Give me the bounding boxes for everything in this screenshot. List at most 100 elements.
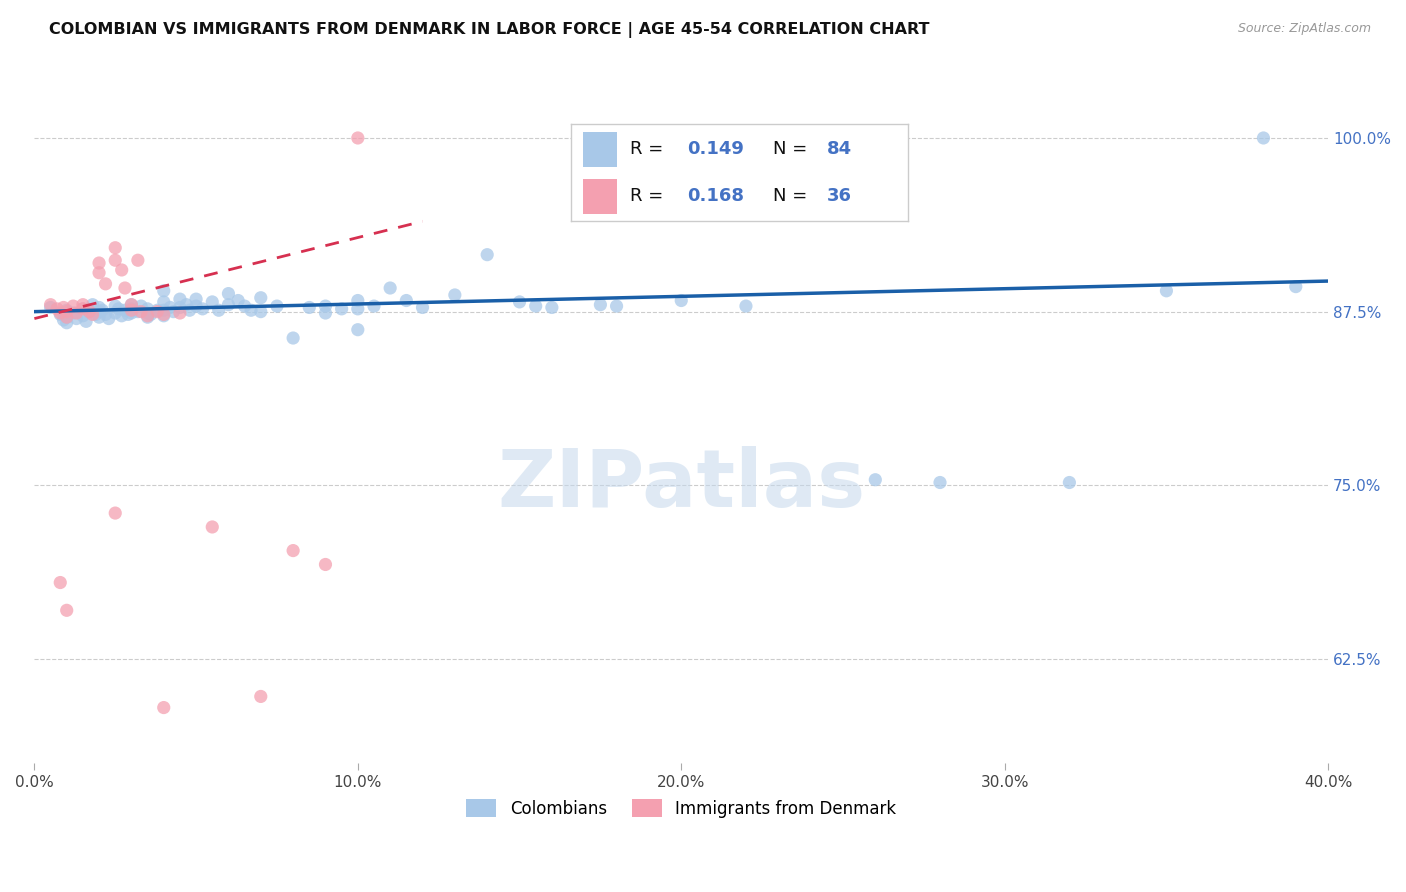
Point	[298, 301, 321, 315]
Point	[104, 299, 127, 313]
Point	[55, 310, 77, 325]
Point	[52, 301, 75, 315]
Point	[249, 291, 271, 305]
Point	[120, 298, 142, 312]
Text: ZIPatlas: ZIPatlas	[498, 446, 865, 524]
Point	[201, 294, 224, 309]
Point	[87, 301, 110, 315]
Point	[127, 304, 149, 318]
Point	[1156, 284, 1178, 298]
Point	[201, 520, 224, 534]
Point	[444, 288, 467, 302]
Point	[75, 314, 97, 328]
Point	[589, 298, 612, 312]
Point	[82, 298, 104, 312]
Point	[111, 263, 134, 277]
Point	[62, 299, 84, 313]
Point	[136, 306, 159, 320]
Point	[176, 298, 198, 312]
Point	[184, 299, 207, 313]
Point	[120, 298, 142, 312]
Point	[39, 298, 62, 312]
Point	[169, 301, 191, 315]
Point	[104, 241, 127, 255]
Point	[541, 301, 564, 315]
Point	[55, 304, 77, 318]
Point	[363, 299, 385, 313]
Point	[330, 301, 353, 316]
Point	[129, 304, 152, 318]
Point	[104, 253, 127, 268]
Point	[233, 299, 256, 313]
Point	[117, 307, 139, 321]
Point	[136, 301, 159, 316]
Point	[169, 306, 191, 320]
Point	[146, 303, 169, 318]
Point	[179, 303, 201, 318]
Point	[72, 309, 94, 323]
Point	[1285, 279, 1308, 293]
Point	[249, 690, 271, 704]
Point	[79, 304, 101, 318]
Point	[104, 506, 127, 520]
Point	[49, 307, 72, 321]
Point	[55, 603, 77, 617]
Point	[671, 293, 693, 308]
Point	[65, 311, 87, 326]
Legend: Colombians, Immigrants from Denmark: Colombians, Immigrants from Denmark	[460, 793, 903, 824]
Point	[120, 301, 142, 316]
Point	[82, 307, 104, 321]
Point	[114, 303, 136, 318]
Point	[49, 575, 72, 590]
Point	[79, 304, 101, 318]
Point	[84, 307, 107, 321]
Point	[72, 301, 94, 316]
Point	[217, 286, 239, 301]
Point	[139, 307, 162, 321]
Point	[314, 306, 336, 320]
Point	[62, 306, 84, 320]
Point	[152, 284, 174, 298]
Point	[152, 294, 174, 309]
Point	[72, 301, 94, 316]
Point	[52, 313, 75, 327]
Point	[39, 301, 62, 315]
Point	[152, 303, 174, 318]
Point	[226, 293, 249, 308]
Point	[735, 299, 758, 313]
Point	[46, 301, 69, 316]
Point	[169, 292, 191, 306]
Point	[346, 293, 368, 308]
Point	[524, 299, 547, 313]
Point	[136, 310, 159, 325]
Point	[217, 298, 239, 312]
Point	[346, 323, 368, 337]
Text: COLOMBIAN VS IMMIGRANTS FROM DENMARK IN LABOR FORCE | AGE 45-54 CORRELATION CHAR: COLOMBIAN VS IMMIGRANTS FROM DENMARK IN …	[49, 22, 929, 38]
Point	[107, 301, 129, 316]
Point	[191, 301, 214, 316]
Point	[477, 248, 499, 262]
Point	[120, 306, 142, 320]
Point	[152, 307, 174, 321]
Point	[266, 299, 288, 313]
Point	[146, 304, 169, 318]
Point	[136, 309, 159, 323]
Point	[91, 303, 114, 318]
Point	[606, 299, 628, 313]
Point	[104, 306, 127, 320]
Point	[94, 277, 117, 291]
Point	[114, 281, 136, 295]
Point	[152, 700, 174, 714]
Point	[1059, 475, 1081, 490]
Point	[129, 299, 152, 313]
Point	[72, 298, 94, 312]
Point	[94, 307, 117, 321]
Point	[97, 311, 120, 326]
Point	[55, 310, 77, 325]
Point	[87, 304, 110, 318]
Point	[184, 292, 207, 306]
Point	[281, 543, 304, 558]
Point	[152, 309, 174, 323]
Point	[49, 306, 72, 320]
Point	[314, 558, 336, 572]
